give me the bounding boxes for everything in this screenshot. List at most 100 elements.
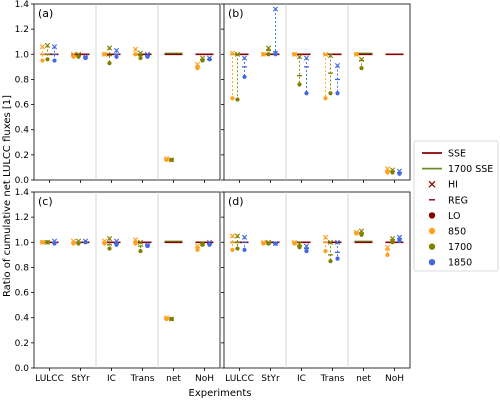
panel-frame	[223, 3, 411, 181]
lo-marker-850	[164, 157, 169, 162]
hi-marker-1850	[303, 243, 310, 249]
lo-marker-850	[385, 170, 390, 175]
lo-marker-1700	[266, 241, 271, 246]
legend-entry-hi: HI	[428, 180, 458, 191]
hi-marker-1700	[137, 239, 144, 245]
lo-marker-1850	[335, 91, 340, 96]
lo-marker-850	[102, 52, 107, 57]
panel-tag: (d)	[228, 195, 244, 208]
hi-marker-1700	[44, 42, 51, 49]
legend-label: 1700 SSE	[448, 164, 493, 175]
lo-marker-850	[230, 96, 235, 101]
y-tick-label: 0.8	[15, 75, 30, 85]
y-axis-label: Ratio of cumulative net LULCC fluxes [1]	[2, 95, 13, 297]
y-tick-label: 0.0	[15, 364, 30, 374]
legend-entry-850: 850	[428, 227, 466, 238]
hi-marker-1850	[334, 63, 341, 69]
lo-marker-1850	[273, 52, 278, 57]
lo-marker-1850	[207, 242, 212, 247]
hi-marker-1700	[296, 240, 303, 247]
y-tick-label: 0.2	[15, 339, 29, 349]
y-tick-label: 0.6	[15, 289, 30, 299]
lo-marker-1850	[145, 54, 150, 59]
panel-tag: (a)	[38, 7, 53, 20]
hi-marker-1850	[51, 44, 58, 50]
hi-marker-1700	[265, 45, 272, 51]
lo-marker-1850	[207, 57, 212, 62]
lo-marker-1850	[397, 238, 402, 244]
hi-marker-1850	[241, 55, 248, 61]
hi-marker-1850	[334, 239, 341, 245]
x-tick-label: Trans	[320, 374, 345, 384]
lo-marker-1850	[114, 54, 119, 59]
panel-b: (b)	[221, 3, 411, 183]
lo-marker-1700	[266, 52, 271, 57]
y-tick-label: 0.2	[15, 151, 29, 161]
hi-marker-1700	[137, 50, 144, 56]
legend-swatch	[428, 227, 436, 235]
hi-marker-850	[384, 244, 391, 250]
hi-marker-850	[229, 233, 236, 239]
lo-marker-850	[133, 52, 138, 57]
legend-label: LO	[448, 211, 460, 222]
lo-marker-850	[261, 52, 266, 57]
panel-frame	[33, 3, 221, 181]
x-tick-label: LULCC	[225, 374, 254, 384]
lo-marker-1850	[397, 171, 402, 176]
lo-marker-1850	[242, 74, 247, 80]
lo-marker-850	[40, 58, 45, 63]
lo-marker-1700	[169, 316, 174, 322]
x-tick-label: LULCC	[35, 374, 64, 384]
panel-frame	[223, 191, 411, 369]
x-tick-label: StYr	[71, 374, 90, 384]
panel-tag: (c)	[38, 195, 53, 208]
lo-marker-1700	[328, 259, 333, 264]
x-tick-label: net	[356, 374, 371, 384]
y-tick-label: 0.4	[15, 314, 30, 324]
lo-marker-850	[323, 96, 328, 101]
lo-marker-850	[354, 52, 359, 57]
hi-marker-1700	[296, 54, 303, 60]
lo-marker-1850	[83, 240, 88, 245]
legend-label: 1850	[448, 258, 472, 269]
lo-marker-1850	[52, 241, 57, 246]
panel-a: 0.0 0.2 0.4 0.6 0.8 1.0 1.2 1.4 (a)	[15, 0, 221, 186]
x-tick-label: Trans	[130, 374, 155, 384]
legend-entry-1700: 1700	[428, 242, 472, 253]
lo-marker-1700	[200, 242, 205, 247]
legend-entry-sse: SSE	[422, 149, 466, 160]
y-tick-label: 0.8	[15, 263, 30, 273]
y-tick-label: 1.2	[15, 213, 29, 223]
lo-marker-850	[102, 241, 107, 246]
x-tick-label: IC	[297, 374, 306, 384]
y-tick-label: 0.6	[15, 101, 30, 111]
lo-marker-850	[354, 231, 359, 236]
lo-marker-1700	[359, 66, 364, 71]
hi-marker-1700	[327, 239, 334, 245]
panel-tag: (b)	[228, 7, 244, 20]
x-tick-label: StYr	[261, 374, 280, 384]
legend-entry-reg: REG	[429, 195, 468, 206]
y-tick-label: 1.4	[15, 0, 30, 10]
lo-marker-1850	[83, 55, 88, 61]
hi-marker-1850	[303, 55, 310, 61]
x-tick-label: net	[166, 374, 181, 384]
panel-d: LULCC StYr IC Trans net NoH (d)	[221, 191, 411, 384]
x-tick-label: IC	[107, 374, 116, 384]
lo-marker-1700	[138, 248, 143, 254]
legend-entry-1700-sse: 1700 SSE	[422, 164, 493, 175]
x-axis-label: Experiments	[189, 388, 252, 399]
legend-label: SSE	[448, 149, 466, 160]
legend-swatch	[428, 243, 436, 250]
legend-swatch	[428, 259, 436, 266]
y-tick-label: 0.0	[15, 176, 30, 186]
y-tick-label: 1.0	[15, 50, 30, 60]
hi-marker-1700	[106, 235, 113, 242]
lo-marker-1850	[52, 58, 57, 63]
lo-marker-1700	[76, 54, 81, 59]
y-tick-label: 0.4	[15, 126, 30, 136]
lo-marker-1700	[200, 58, 205, 63]
lo-marker-850	[195, 66, 200, 71]
legend-label: REG	[448, 195, 468, 206]
